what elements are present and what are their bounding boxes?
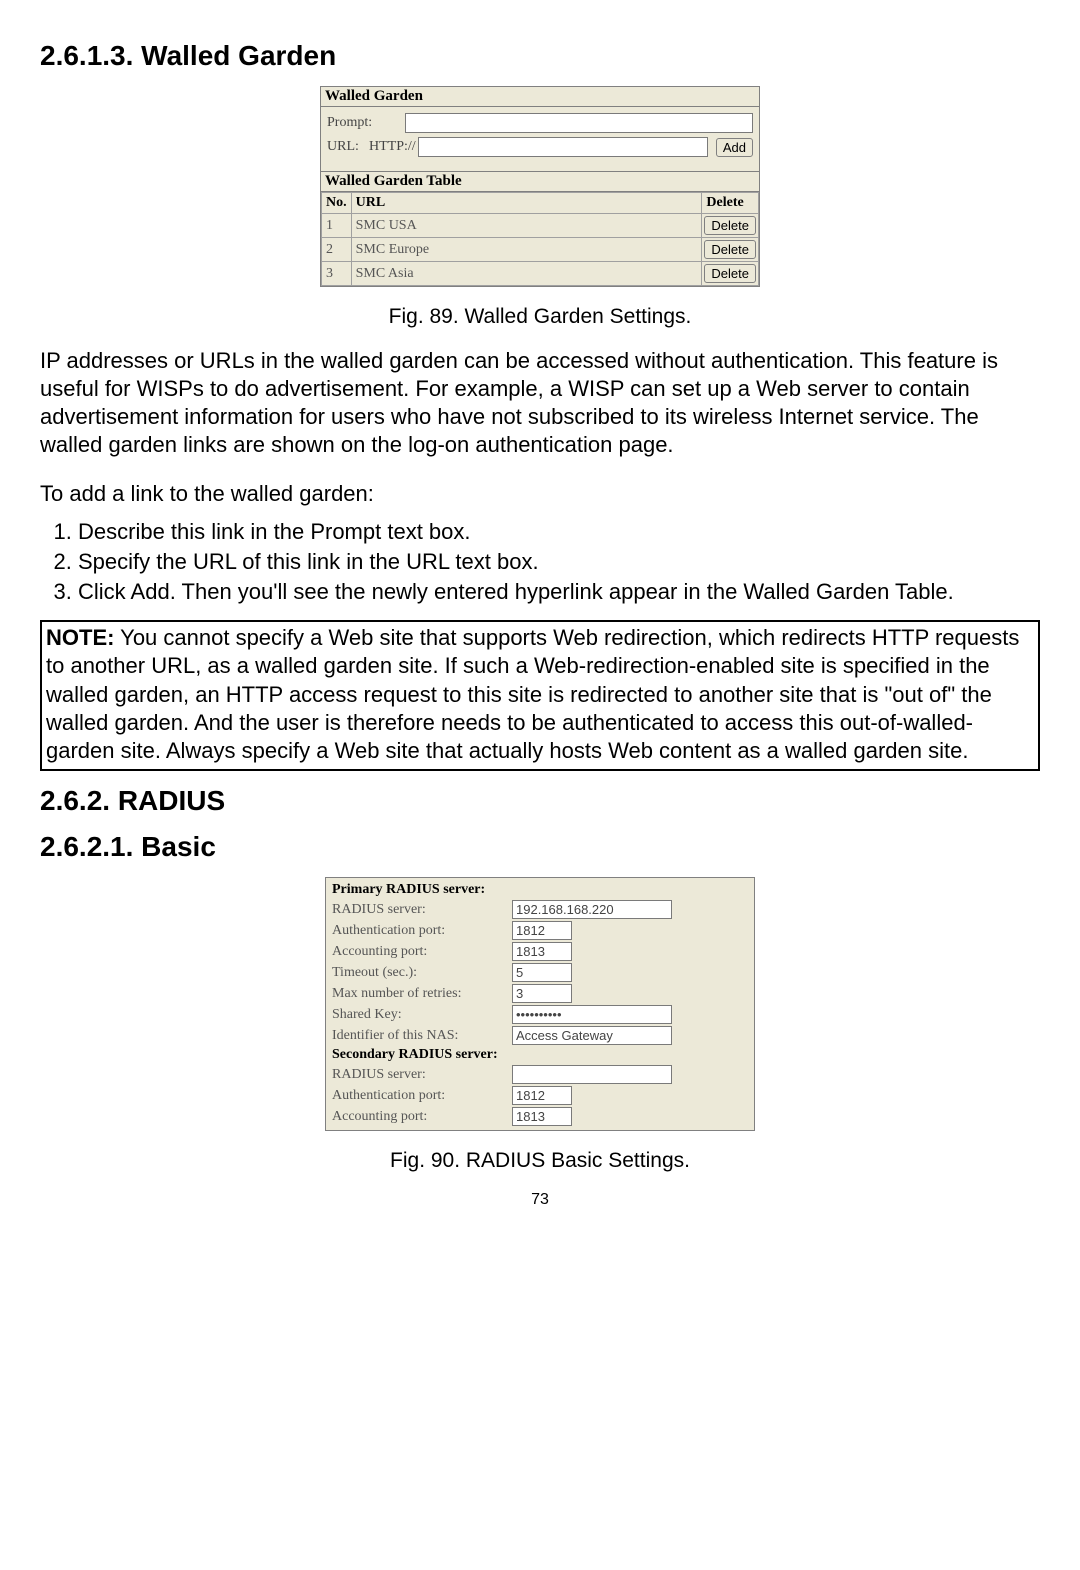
note-text: You cannot specify a Web site that suppo… [46,625,1019,763]
cell-url: SMC USA [351,214,702,238]
figure-caption-90: Fig. 90. RADIUS Basic Settings. [40,1149,1040,1173]
steps-list: Describe this link in the Prompt text bo… [40,518,1040,606]
walled-garden-table-title: Walled Garden Table [321,171,759,192]
timeout-label: Timeout (sec.): [332,965,512,981]
th-no: No. [322,193,352,214]
note-label: NOTE: [46,625,114,650]
timeout-input[interactable] [512,963,572,982]
primary-header: Primary RADIUS server: [332,882,512,898]
section-heading-walled-garden: 2.6.1.3. Walled Garden [40,40,1040,72]
sec-radius-server-input[interactable] [512,1065,672,1084]
delete-button[interactable]: Delete [704,240,756,259]
radius-server-input[interactable] [512,900,672,919]
auth-port-label: Authentication port: [332,923,512,939]
th-delete: Delete [702,193,759,214]
secondary-header: Secondary RADIUS server: [332,1047,512,1063]
sec-acct-port-input[interactable] [512,1107,572,1126]
table-row: 1 SMC USA Delete [322,214,759,238]
auth-port-input[interactable] [512,921,572,940]
sec-auth-port-input[interactable] [512,1086,572,1105]
retries-label: Max number of retries: [332,986,512,1002]
prompt-label: Prompt: [327,115,405,131]
cell-no: 3 [322,262,352,286]
note-box: NOTE: You cannot specify a Web site that… [40,620,1040,771]
section-heading-basic: 2.6.2.1. Basic [40,831,1040,863]
sec-acct-port-label: Accounting port: [332,1109,512,1125]
url-input[interactable] [418,137,708,157]
shared-key-label: Shared Key: [332,1007,512,1023]
cell-no: 1 [322,214,352,238]
add-button[interactable]: Add [716,138,753,157]
shared-key-input[interactable] [512,1005,672,1024]
radius-panel: Primary RADIUS server: RADIUS server: Au… [325,877,755,1131]
nas-id-label: Identifier of this NAS: [332,1028,512,1044]
radius-server-label: RADIUS server: [332,902,512,918]
step-2: Specify the URL of this link in the URL … [78,548,1040,576]
cell-url: SMC Europe [351,238,702,262]
delete-button[interactable]: Delete [704,216,756,235]
th-url: URL [351,193,702,214]
acct-port-input[interactable] [512,942,572,961]
delete-button[interactable]: Delete [704,264,756,283]
section-heading-radius: 2.6.2. RADIUS [40,785,1040,817]
page-number: 73 [40,1191,1040,1209]
paragraph-howto: To add a link to the walled garden: [40,480,1040,508]
paragraph-intro: IP addresses or URLs in the walled garde… [40,347,1040,460]
step-1: Describe this link in the Prompt text bo… [78,518,1040,546]
sec-auth-port-label: Authentication port: [332,1088,512,1104]
sec-radius-server-label: RADIUS server: [332,1067,512,1083]
step-3: Click Add. Then you'll see the newly ent… [78,578,1040,606]
table-row: 3 SMC Asia Delete [322,262,759,286]
walled-garden-panel: Walled Garden Prompt: URL: HTTP:// Add W… [320,86,760,287]
cell-no: 2 [322,238,352,262]
cell-url: SMC Asia [351,262,702,286]
prompt-input[interactable] [405,113,753,133]
walled-garden-title: Walled Garden [321,87,759,107]
acct-port-label: Accounting port: [332,944,512,960]
table-row: 2 SMC Europe Delete [322,238,759,262]
url-label: URL: [327,139,369,155]
nas-id-input[interactable] [512,1026,672,1045]
walled-garden-table: No. URL Delete 1 SMC USA Delete 2 SMC Eu… [321,192,759,286]
figure-caption-89: Fig. 89. Walled Garden Settings. [40,305,1040,329]
url-prefix-text: HTTP:// [369,139,416,155]
retries-input[interactable] [512,984,572,1003]
